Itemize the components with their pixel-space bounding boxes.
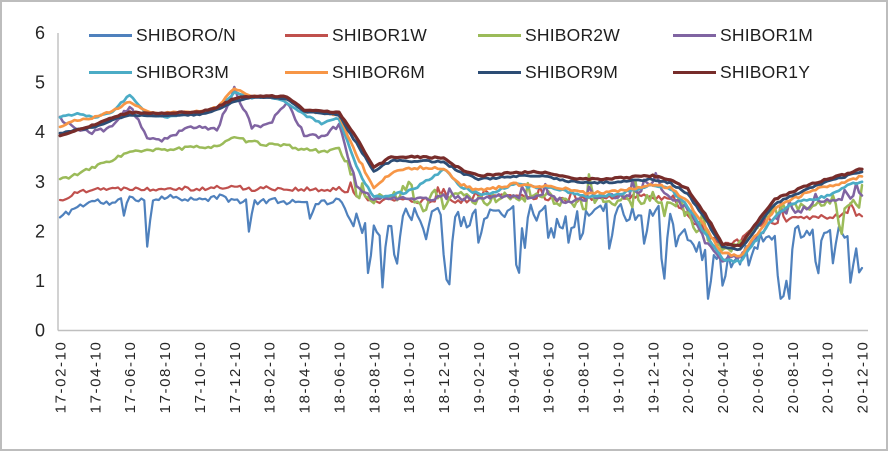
x-axis-tick-label: 17-02-10 bbox=[53, 341, 70, 414]
x-axis-tick-label: 20-04-10 bbox=[715, 341, 732, 414]
x-axis-tick-label: 20-02-10 bbox=[680, 341, 697, 414]
x-axis-tick-label: 18-08-10 bbox=[366, 341, 383, 414]
x-axis-tick-label: 18-02-10 bbox=[262, 341, 279, 414]
legend-label: SHIBOR1M bbox=[720, 25, 814, 45]
x-axis-tick-label: 19-06-10 bbox=[541, 341, 558, 414]
x-axis-tick-label: 19-10-10 bbox=[610, 341, 627, 414]
legend-label: SHIBOR6M bbox=[332, 62, 426, 82]
y-axis-tick-label: 4 bbox=[35, 122, 45, 142]
legend-swatch-line bbox=[478, 71, 521, 74]
legend-label: SHIBOR1W bbox=[332, 25, 427, 45]
legend-item-shibor-1w: SHIBOR1W bbox=[285, 25, 478, 46]
y-axis-tick-label: 0 bbox=[35, 321, 45, 341]
y-axis-tick-label: 6 bbox=[35, 23, 45, 43]
x-axis-tick-label: 19-04-10 bbox=[506, 341, 523, 414]
x-axis-tick-label: 17-10-10 bbox=[192, 341, 209, 414]
legend-item-shibor-2w: SHIBOR2W bbox=[478, 25, 673, 46]
x-axis-tick-label: 19-12-10 bbox=[645, 341, 662, 414]
x-axis-tick-label: 20-12-10 bbox=[855, 341, 872, 414]
legend-swatch-line bbox=[478, 34, 521, 37]
legend-label: SHIBOR3M bbox=[136, 62, 230, 82]
legend-item-shibor-9m: SHIBOR9M bbox=[478, 62, 673, 83]
x-axis-tick-label: 18-06-10 bbox=[331, 341, 348, 414]
x-axis-tick-label: 17-12-10 bbox=[227, 341, 244, 414]
y-axis-tick-label: 1 bbox=[35, 271, 45, 291]
x-axis-tick-label: 17-08-10 bbox=[157, 341, 174, 414]
legend-swatch-line bbox=[673, 34, 716, 37]
legend-swatch-line bbox=[89, 71, 132, 74]
series-line-shibor9m bbox=[58, 95, 864, 252]
y-axis-tick-label: 3 bbox=[35, 172, 45, 192]
x-axis-tick-label: 20-06-10 bbox=[750, 341, 767, 414]
y-axis-tick-label: 5 bbox=[35, 73, 45, 93]
chart-legend: SHIBORO/N SHIBOR1W SHIBOR2W SHIBOR1M SHI… bbox=[89, 17, 843, 91]
series-line-shibor2w bbox=[58, 135, 864, 253]
series-line-shibor1m bbox=[58, 85, 864, 263]
legend-label: SHIBOR2W bbox=[525, 25, 620, 45]
x-axis-tick-label: 19-08-10 bbox=[576, 341, 593, 414]
legend-swatch-line bbox=[285, 34, 328, 37]
legend-item-shibor-3m: SHIBOR3M bbox=[89, 62, 285, 83]
legend-swatch-line bbox=[673, 71, 716, 74]
x-axis-tick-label: 20-10-10 bbox=[820, 341, 837, 414]
x-axis-tick-label: 18-04-10 bbox=[297, 341, 314, 414]
legend-swatch-line bbox=[285, 71, 328, 74]
legend-label: SHIBORO/N bbox=[136, 25, 237, 45]
legend-label: SHIBOR9M bbox=[525, 62, 619, 82]
x-axis-tick-label: 19-02-10 bbox=[471, 341, 488, 414]
legend-item-shibor-1m: SHIBOR1M bbox=[673, 25, 843, 46]
x-axis-tick-label: 20-08-10 bbox=[785, 341, 802, 414]
x-axis-tick-label: 17-06-10 bbox=[122, 341, 139, 414]
legend-swatch-line bbox=[89, 34, 132, 37]
legend-item-shibor-1y: SHIBOR1Y bbox=[673, 62, 843, 83]
legend-item-shibor-on: SHIBORO/N bbox=[89, 25, 285, 46]
legend-label: SHIBOR1Y bbox=[720, 62, 811, 82]
legend-item-shibor-6m: SHIBOR6M bbox=[285, 62, 478, 83]
series-line-shibor1y bbox=[58, 94, 864, 248]
y-axis-tick-label: 2 bbox=[35, 221, 45, 241]
series-line-shiboro-n bbox=[58, 193, 864, 300]
x-axis-tick-label: 18-12-10 bbox=[436, 340, 453, 413]
x-axis-tick-label: 17-04-10 bbox=[87, 341, 104, 414]
x-axis-tick-label: 18-10-10 bbox=[401, 341, 418, 414]
